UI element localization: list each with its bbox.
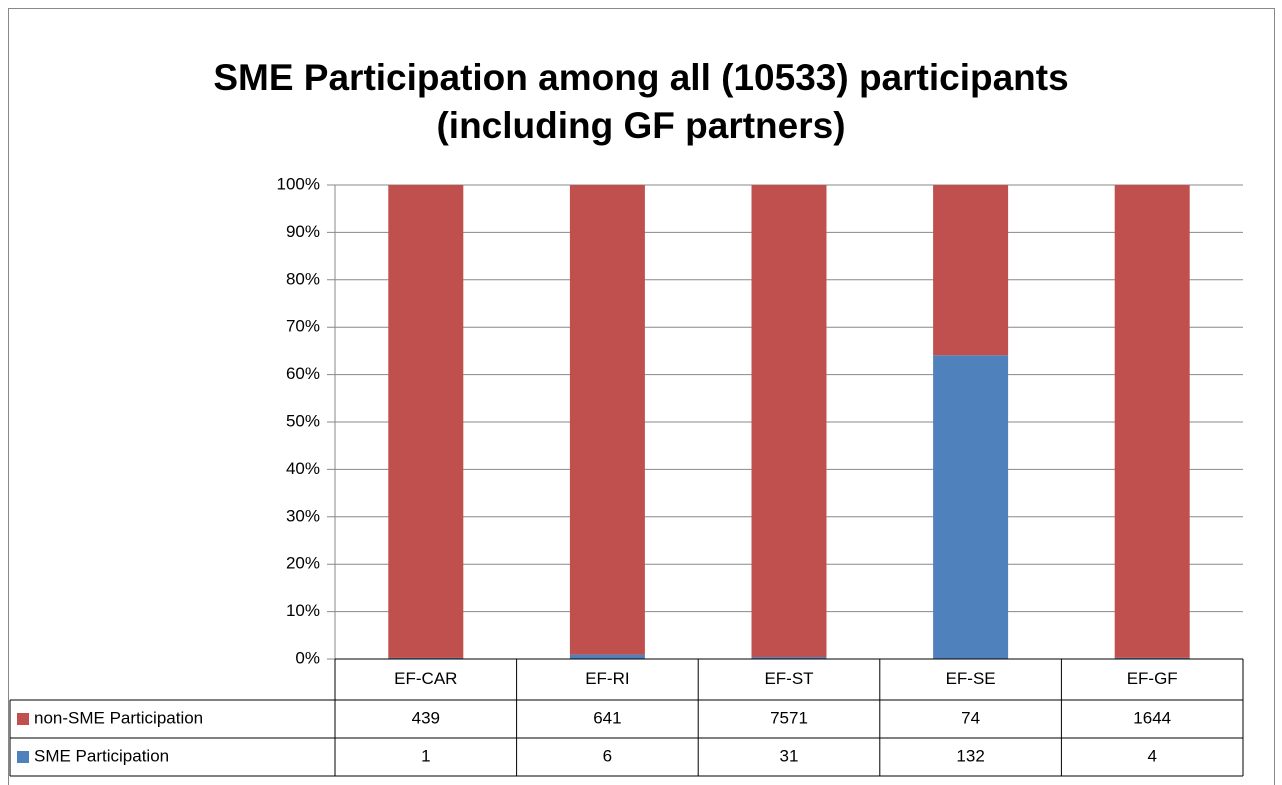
table-value: 439 bbox=[412, 708, 440, 727]
table-value: 7571 bbox=[770, 708, 808, 727]
y-tick-label: 60% bbox=[286, 364, 320, 383]
y-tick-label: 10% bbox=[286, 601, 320, 620]
legend-swatch bbox=[17, 713, 29, 725]
chart-title: SME Participation among all (10533) part… bbox=[213, 57, 1068, 98]
y-tick-label: 100% bbox=[277, 174, 320, 193]
legend-swatch bbox=[17, 751, 29, 763]
bar-segment bbox=[933, 355, 1009, 659]
y-tick-label: 70% bbox=[286, 317, 320, 336]
bar-segment bbox=[933, 185, 1009, 356]
table-value: 641 bbox=[593, 708, 621, 727]
x-tick-label: EF-SE bbox=[946, 669, 996, 688]
bar-segment bbox=[569, 185, 645, 655]
y-tick-label: 50% bbox=[286, 411, 320, 430]
bar-segment bbox=[388, 657, 464, 659]
x-tick-label: EF-CAR bbox=[394, 669, 457, 688]
table-value: 1644 bbox=[1133, 708, 1171, 727]
y-tick-label: 20% bbox=[286, 554, 320, 573]
bar-segment bbox=[1114, 657, 1190, 659]
bar-segment bbox=[569, 654, 645, 659]
y-tick-label: 80% bbox=[286, 269, 320, 288]
legend-label: SME Participation bbox=[34, 746, 169, 765]
bar-segment bbox=[1114, 185, 1190, 658]
legend-label: non-SME Participation bbox=[34, 708, 203, 727]
bar-segment bbox=[751, 657, 827, 659]
y-tick-label: 90% bbox=[286, 222, 320, 241]
y-tick-label: 40% bbox=[286, 459, 320, 478]
x-tick-label: EF-ST bbox=[764, 669, 813, 688]
y-tick-label: 0% bbox=[295, 648, 320, 667]
table-value: 74 bbox=[961, 708, 980, 727]
table-value: 132 bbox=[956, 746, 984, 765]
x-tick-label: EF-RI bbox=[585, 669, 629, 688]
x-tick-label: EF-GF bbox=[1127, 669, 1178, 688]
bar-segment bbox=[388, 185, 464, 658]
y-tick-label: 30% bbox=[286, 506, 320, 525]
bar-segment bbox=[751, 185, 827, 658]
table-value: 4 bbox=[1147, 746, 1156, 765]
table-value: 6 bbox=[603, 746, 612, 765]
chart-subtitle: (including GF partners) bbox=[436, 105, 845, 146]
table-value: 1 bbox=[421, 746, 430, 765]
table-value: 31 bbox=[780, 746, 799, 765]
